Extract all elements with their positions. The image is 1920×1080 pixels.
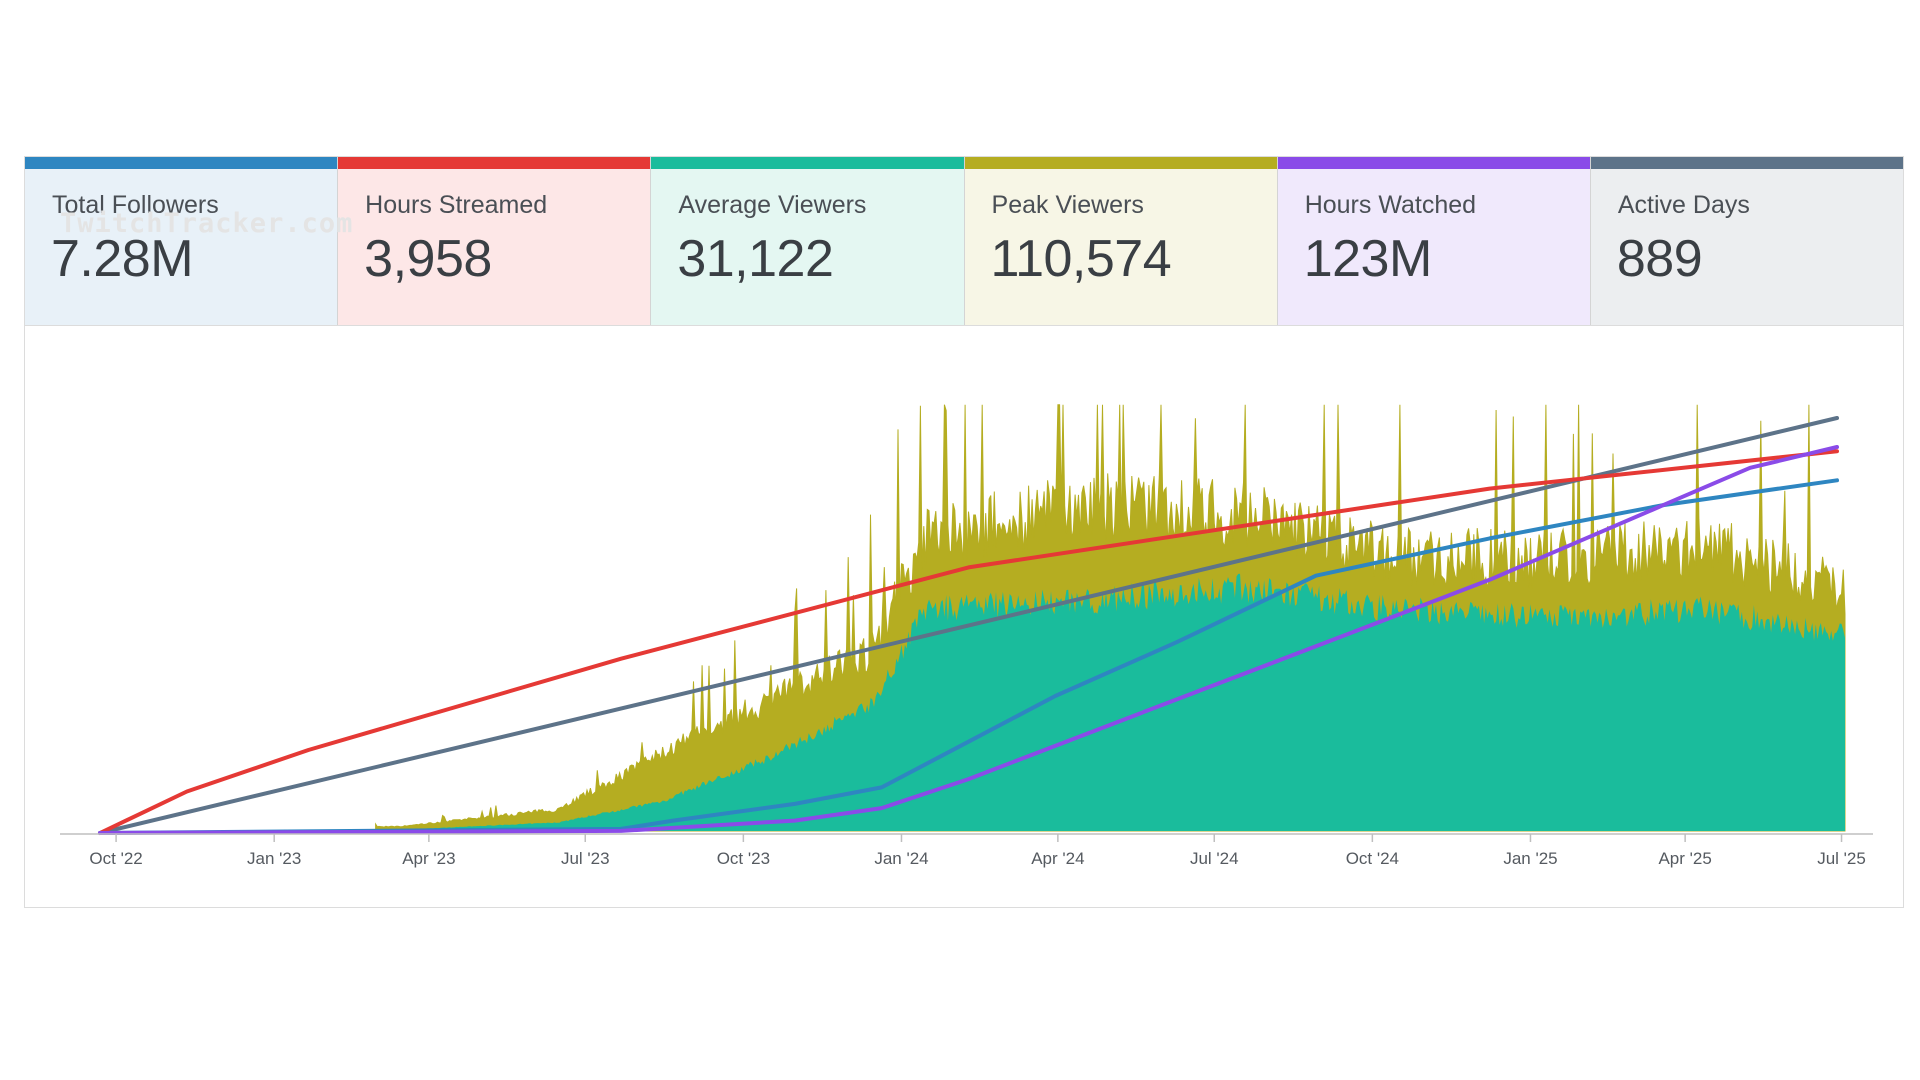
stat-value: 7.28M	[51, 230, 194, 288]
stat-color-bar	[964, 157, 1277, 169]
x-tick-label: Oct '24	[1346, 849, 1399, 868]
watermark-text: TwitchTracker.com	[60, 208, 354, 239]
stat-color-bar	[25, 157, 338, 169]
stat-average-viewers: Average Viewers 31,122	[651, 157, 965, 325]
stat-label: Peak Viewers	[991, 191, 1144, 219]
active-days-line	[98, 416, 1839, 835]
stat-value: 31,122	[677, 230, 834, 288]
stream-chart: Oct '22 Jan '23 Apr '23 Jul '23 Oct '23 Jan '…	[60, 404, 1873, 868]
x-tick-label: Jul '25	[1817, 849, 1866, 868]
stat-hours-watched: Hours Watched 123M	[1277, 157, 1591, 325]
x-tick-label: Jan '25	[1503, 849, 1557, 868]
stat-color-bar	[651, 157, 964, 169]
stat-total-followers: Total Followers 7.28M	[25, 157, 339, 325]
x-tick-label: Oct '23	[717, 849, 770, 868]
stats-row: Total Followers 7.28M Hours Streamed 3,9…	[25, 157, 1904, 326]
stat-color-bar	[338, 157, 651, 169]
x-tick-label: Jan '23	[247, 849, 301, 868]
followers-line	[98, 478, 1839, 835]
hours-watched-line	[98, 445, 1839, 835]
stat-label: Hours Watched	[1304, 191, 1477, 219]
x-tick-label: Jan '24	[874, 849, 928, 868]
stat-label: Total Followers	[52, 191, 219, 219]
average-viewers-area	[375, 573, 1846, 831]
stat-label: Active Days	[1617, 191, 1750, 219]
stat-color-bar	[1277, 157, 1590, 169]
stat-peak-viewers: Peak Viewers 110,574	[964, 157, 1278, 325]
hours-streamed-line	[98, 449, 1839, 835]
x-tick-label: Jul '24	[1190, 849, 1239, 868]
stat-value: 110,574	[990, 230, 1172, 288]
x-tick-label: Apr '23	[402, 849, 455, 868]
stat-value: 123M	[1303, 230, 1433, 288]
chart-area: Oct '22 Jan '23 Apr '23 Jul '23 Oct '23 Jan '…	[25, 326, 1903, 908]
x-tick-label: Oct '22	[89, 849, 142, 868]
stat-label: Average Viewers	[678, 191, 867, 219]
x-tick-label: Apr '25	[1658, 849, 1711, 868]
stat-color-bar	[1590, 157, 1904, 169]
x-tick-label: Apr '24	[1031, 849, 1084, 868]
stat-hours-streamed: Hours Streamed 3,958	[338, 157, 652, 325]
x-tick-label: Jul '23	[561, 849, 610, 868]
stat-value: 889	[1616, 230, 1703, 288]
stats-panel: Total Followers 7.28M Hours Streamed 3,9…	[24, 156, 1904, 908]
stat-active-days: Active Days 889	[1590, 157, 1904, 325]
stat-label: Hours Streamed	[365, 191, 548, 219]
stat-value: 3,958	[364, 230, 492, 288]
